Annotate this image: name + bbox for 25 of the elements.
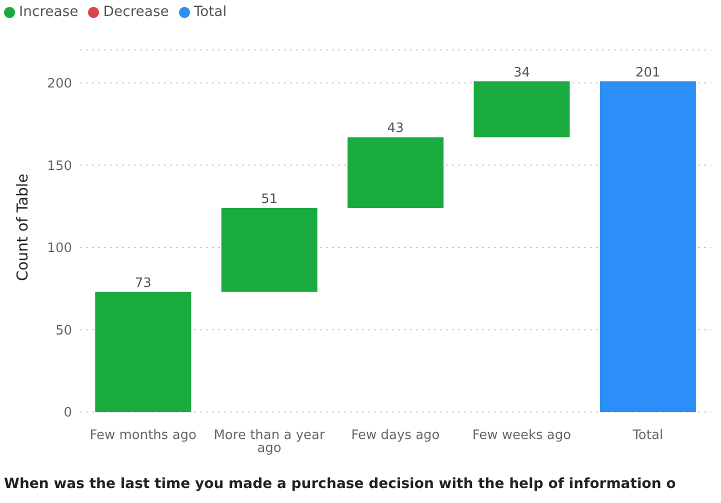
data-label: 73	[134, 276, 152, 291]
legend-label: Total	[194, 4, 227, 20]
x-axis-title: When was the last time you made a purchase decision with the help of information o	[4, 476, 677, 492]
x-tick-label: Few weeks ago	[472, 428, 572, 444]
data-label: 43	[387, 121, 404, 136]
bar	[600, 81, 696, 412]
data-label: 201	[636, 65, 660, 80]
legend-label: Increase	[19, 4, 78, 20]
data-label: 51	[261, 192, 278, 207]
y-tick-label: 150	[47, 158, 72, 174]
y-tick-label: 0	[64, 406, 72, 421]
legend-label: Decrease	[103, 4, 169, 20]
y-tick-label: 50	[55, 323, 72, 338]
x-tick-label: More than a year ago	[214, 428, 326, 456]
x-tick-label: Few months ago	[90, 428, 197, 444]
bar	[348, 137, 444, 208]
y-tick-label: 100	[47, 241, 72, 256]
y-tick-label: 200	[47, 76, 72, 92]
bar	[474, 81, 570, 138]
x-tick-label: Few days ago	[351, 428, 440, 444]
y-axis-title: Count of Table	[13, 174, 32, 281]
data-label: 34	[513, 65, 530, 80]
x-tick-label: Total	[632, 428, 664, 444]
bar	[95, 292, 192, 412]
bar	[221, 208, 318, 292]
